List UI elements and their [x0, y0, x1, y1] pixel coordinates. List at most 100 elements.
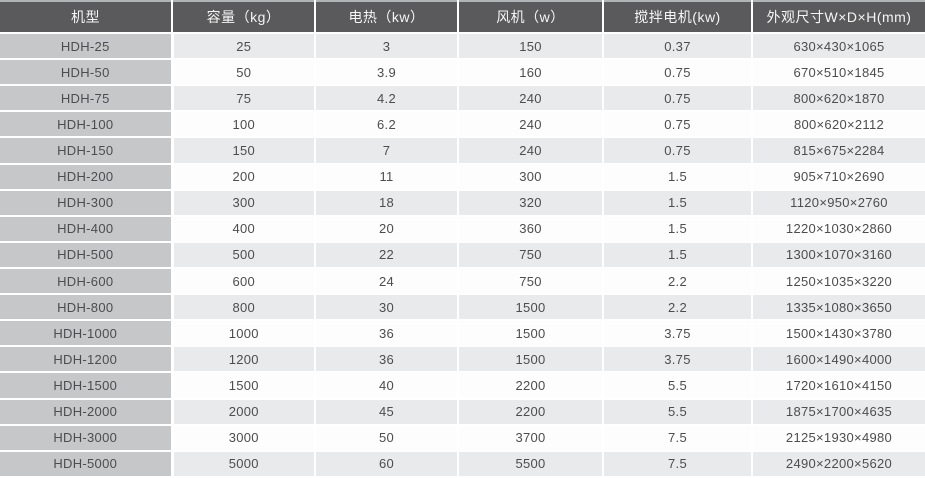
value-cell: 25	[172, 33, 316, 61]
table-row: HDH-1500 1500 40 2200 5.5 1720×1610×4150	[0, 372, 925, 400]
value-cell: 1335×1080×3650	[752, 294, 925, 322]
table-row: HDH-300 300 18 320 1.5 1120×950×2760	[0, 189, 925, 217]
model-cell: HDH-200	[0, 163, 174, 191]
value-cell: 30	[315, 294, 459, 322]
model-cell: HDH-75	[0, 85, 174, 113]
value-cell: 3.75	[603, 320, 753, 348]
value-cell: 0.75	[603, 111, 753, 139]
value-cell: 3.75	[603, 346, 753, 374]
value-cell: 0.75	[603, 137, 753, 165]
table-row: HDH-600 600 24 750 2.2 1250×1035×3220	[0, 267, 925, 296]
value-cell: 50	[315, 424, 459, 452]
value-cell: 2490×2200×5620	[752, 450, 925, 478]
value-cell: 24	[315, 267, 459, 296]
value-cell: 0.37	[603, 33, 753, 61]
column-header-model: 机型	[0, 0, 173, 34]
model-cell: HDH-400	[0, 215, 174, 243]
column-header-stir-motor: 搅拌电机(kw)	[603, 0, 753, 34]
value-cell: 5000	[172, 450, 316, 478]
value-cell: 6.2	[315, 111, 459, 139]
value-cell: 36	[315, 320, 459, 348]
value-cell: 1600×1490×4000	[752, 346, 925, 374]
value-cell: 1.5	[603, 163, 753, 191]
value-cell: 1.5	[603, 241, 753, 269]
value-cell: 2200	[458, 372, 604, 400]
table-row: HDH-75 75 4.2 240 0.75 800×620×1870	[0, 85, 925, 113]
value-cell: 5.5	[603, 398, 753, 426]
value-cell: 2125×1930×4980	[752, 424, 925, 452]
value-cell: 3	[315, 33, 459, 61]
value-cell: 1500	[458, 320, 604, 348]
value-cell: 905×710×2690	[752, 163, 925, 191]
column-header-fan: 风机（w）	[458, 0, 604, 34]
value-cell: 800	[172, 294, 316, 322]
value-cell: 0.75	[603, 85, 753, 113]
model-cell: HDH-800	[0, 294, 174, 322]
table-header: 机型 容量（kg） 电热（kw） 风机（w） 搅拌电机(kw) 外观尺寸W×D×…	[0, 0, 925, 34]
value-cell: 600	[172, 267, 316, 296]
value-cell: 2000	[172, 398, 316, 426]
column-header-capacity: 容量（kg）	[172, 0, 316, 34]
value-cell: 800×620×2112	[752, 111, 925, 139]
table-row: HDH-500 500 22 750 1.5 1300×1070×3160	[0, 241, 925, 269]
value-cell: 1200	[172, 346, 316, 374]
value-cell: 7	[315, 137, 459, 165]
value-cell: 2200	[458, 398, 604, 426]
value-cell: 750	[458, 267, 604, 296]
model-cell: HDH-25	[0, 33, 174, 61]
table-row: HDH-2000 2000 45 2200 5.5 1875×1700×4635	[0, 398, 925, 426]
value-cell: 670×510×1845	[752, 59, 925, 87]
value-cell: 2.2	[603, 294, 753, 322]
table-row: HDH-3000 3000 50 3700 7.5 2125×1930×4980	[0, 424, 925, 452]
model-cell: HDH-2000	[0, 398, 174, 426]
value-cell: 240	[458, 137, 604, 165]
value-cell: 1720×1610×4150	[752, 372, 925, 400]
column-header-electric-heat: 电热（kw）	[315, 0, 459, 34]
value-cell: 40	[315, 372, 459, 400]
value-cell: 160	[458, 59, 604, 87]
model-cell: HDH-600	[0, 267, 174, 296]
model-cell: HDH-500	[0, 241, 174, 269]
value-cell: 1.5	[603, 189, 753, 217]
table-body: HDH-25 25 3 150 0.37 630×430×1065 HDH-50 50 3.9 1…	[0, 33, 925, 478]
value-cell: 1500×1430×3780	[752, 320, 925, 348]
value-cell: 300	[458, 163, 604, 191]
model-cell: HDH-50	[0, 59, 174, 87]
table-row: HDH-400 400 20 360 1.5 1220×1030×2860	[0, 215, 925, 243]
table-row: HDH-50 50 3.9 160 0.75 670×510×1845	[0, 59, 925, 87]
value-cell: 630×430×1065	[752, 33, 925, 61]
value-cell: 400	[172, 215, 316, 243]
value-cell: 1875×1700×4635	[752, 398, 925, 426]
value-cell: 45	[315, 398, 459, 426]
value-cell: 2.2	[603, 267, 753, 296]
value-cell: 75	[172, 85, 316, 113]
table-row: HDH-1200 1200 36 1500 3.75 1600×1490×4000	[0, 346, 925, 374]
value-cell: 5500	[458, 450, 604, 478]
value-cell: 11	[315, 163, 459, 191]
model-cell: HDH-300	[0, 189, 174, 217]
value-cell: 7.5	[603, 450, 753, 478]
value-cell: 60	[315, 450, 459, 478]
value-cell: 300	[172, 189, 316, 217]
value-cell: 240	[458, 111, 604, 139]
model-cell: HDH-5000	[0, 450, 174, 478]
value-cell: 240	[458, 85, 604, 113]
value-cell: 0.75	[603, 59, 753, 87]
table-row: HDH-200 200 11 300 1.5 905×710×2690	[0, 163, 925, 191]
value-cell: 5.5	[603, 372, 753, 400]
model-cell: HDH-1000	[0, 320, 174, 348]
table-row: HDH-5000 5000 60 5500 7.5 2490×2200×5620	[0, 450, 925, 478]
table-row: HDH-800 800 30 1500 2.2 1335×1080×3650	[0, 294, 925, 322]
value-cell: 1500	[458, 294, 604, 322]
model-cell: HDH-150	[0, 137, 174, 165]
value-cell: 7.5	[603, 424, 753, 452]
value-cell: 1120×950×2760	[752, 189, 925, 217]
model-cell: HDH-100	[0, 111, 174, 139]
table-row: HDH-100 100 6.2 240 0.75 800×620×2112	[0, 111, 925, 139]
value-cell: 500	[172, 241, 316, 269]
value-cell: 1220×1030×2860	[752, 215, 925, 243]
value-cell: 3000	[172, 424, 316, 452]
value-cell: 1500	[458, 346, 604, 374]
value-cell: 36	[315, 346, 459, 374]
